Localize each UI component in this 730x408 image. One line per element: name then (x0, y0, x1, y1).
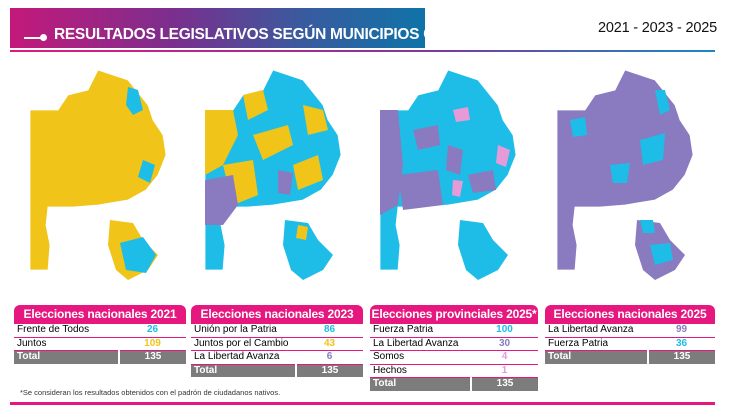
party-name: Frente de Todos (14, 324, 119, 338)
party-value: 30 (471, 337, 538, 351)
inset-shape (458, 220, 508, 280)
party-value: 109 (119, 337, 186, 351)
region-pink (496, 145, 510, 167)
total-label: Total (545, 350, 648, 364)
party-name: Fuerza Patria (545, 337, 648, 351)
total-label: Total (191, 364, 296, 377)
region-purple (278, 170, 293, 195)
region-purple (413, 125, 440, 150)
total-value: 135 (470, 377, 538, 391)
total-value: 135 (647, 350, 715, 364)
page-title: RESULTADOS LEGISLATIVOS SEGÚN MUNICIPIOS… (54, 26, 501, 43)
table-row: Fuerza Patria 100 (370, 324, 538, 338)
party-name: La Libertad Avanza (545, 324, 648, 338)
panel-title: Elecciones provinciales 2025* (370, 305, 538, 324)
years-label: 2021 - 2023 - 2025 (598, 20, 717, 36)
region-yellow (303, 105, 328, 135)
footnote: *Se consideran los resultados obtenidos … (20, 388, 281, 397)
region-purple (205, 175, 238, 225)
region-yellow (293, 155, 323, 190)
region-blue (655, 90, 670, 115)
total-row: Total 135 (545, 350, 715, 364)
party-value: 43 (296, 337, 363, 351)
party-name: Juntos (14, 337, 119, 351)
party-name: Hechos (370, 364, 471, 378)
panel-title: Elecciones nacionales 2025 (545, 305, 715, 324)
title-banner: RESULTADOS LEGISLATIVOS SEGÚN MUNICIPIOS… (10, 8, 501, 48)
party-name: Juntos por el Cambio (191, 337, 296, 351)
table-row: Hechos 1 (370, 364, 538, 378)
panel-nacionales-2021: Elecciones nacionales 2021 Frente de Tod… (14, 305, 186, 364)
bullet-dot-icon (40, 34, 47, 41)
region-yellow (253, 125, 293, 160)
party-value: 99 (648, 324, 715, 338)
total-row: Total 135 (370, 377, 538, 391)
map-2021 (29, 69, 167, 280)
party-value: 36 (648, 337, 715, 351)
region-blue (570, 117, 587, 137)
region-pink (452, 180, 463, 197)
total-label: Total (14, 350, 119, 364)
panel-title: Elecciones nacionales 2021 (14, 305, 186, 324)
table-row: Fuerza Patria 36 (545, 337, 715, 351)
results-table: Fuerza Patria 100 La Libertad Avanza 30 So… (370, 324, 538, 391)
table-row: Juntos 109 (14, 337, 186, 351)
region-yellow (205, 110, 238, 175)
region-pink (453, 107, 470, 122)
table-row: La Libertad Avanza 99 (545, 324, 715, 338)
total-value: 135 (295, 364, 363, 377)
table-row: Unión por la Patria 86 (191, 324, 363, 338)
party-name: La Libertad Avanza (191, 350, 296, 365)
bullet-line-icon (24, 37, 42, 39)
panel-title: Elecciones nacionales 2023 (191, 305, 363, 324)
total-label: Total (370, 377, 471, 391)
party-value: 1 (471, 364, 538, 378)
map-national-2025 (556, 69, 694, 280)
map-2023 (204, 69, 342, 280)
map-provincial-2025 (379, 69, 517, 280)
region-purple (398, 170, 443, 210)
bottom-divider (10, 402, 715, 405)
table-row: La Libertad Avanza 30 (370, 337, 538, 351)
party-value: 4 (471, 350, 538, 365)
region-blue (126, 87, 143, 115)
region-yellow (243, 90, 268, 120)
region-yellow (296, 225, 308, 240)
party-value: 6 (296, 350, 363, 365)
table-row: Frente de Todos 26 (14, 324, 186, 338)
party-name: La Libertad Avanza (370, 337, 471, 351)
party-value: 100 (471, 324, 538, 338)
region-blue (120, 237, 156, 273)
region-purple (468, 170, 496, 193)
header-divider (10, 50, 715, 52)
panel-nacionales-2023: Elecciones nacionales 2023 Unión por la … (191, 305, 363, 377)
party-name: Unión por la Patria (191, 324, 296, 338)
total-row: Total 135 (14, 350, 186, 364)
party-name: Somos (370, 350, 471, 365)
results-table: La Libertad Avanza 99 Fuerza Patria 36 Tot… (545, 324, 715, 364)
table-row: La Libertad Avanza 6 (191, 350, 363, 365)
results-table: Unión por la Patria 86 Juntos por el Camb… (191, 324, 363, 377)
region-blue (640, 133, 665, 165)
table-row: Juntos por el Cambio 43 (191, 337, 363, 351)
region-blue (640, 220, 655, 233)
province-shape (29, 69, 167, 271)
total-value: 135 (118, 350, 186, 364)
region-blue (138, 160, 155, 183)
party-value: 26 (119, 324, 186, 338)
inset-shape (283, 220, 333, 280)
panel-nacionales-2025: Elecciones nacionales 2025 La Libertad A… (545, 305, 715, 364)
region-purple (446, 145, 463, 175)
total-row: Total 135 (191, 364, 363, 377)
table-row: Somos 4 (370, 350, 538, 365)
region-blue (650, 243, 673, 265)
party-name: Fuerza Patria (370, 324, 471, 338)
region-purple (380, 110, 403, 215)
party-value: 86 (296, 324, 363, 338)
panel-provinciales-2025: Elecciones provinciales 2025* Fuerza Pat… (370, 305, 538, 391)
results-table: Frente de Todos 26 Juntos 109 Total 135 (14, 324, 186, 364)
region-blue (610, 163, 630, 183)
